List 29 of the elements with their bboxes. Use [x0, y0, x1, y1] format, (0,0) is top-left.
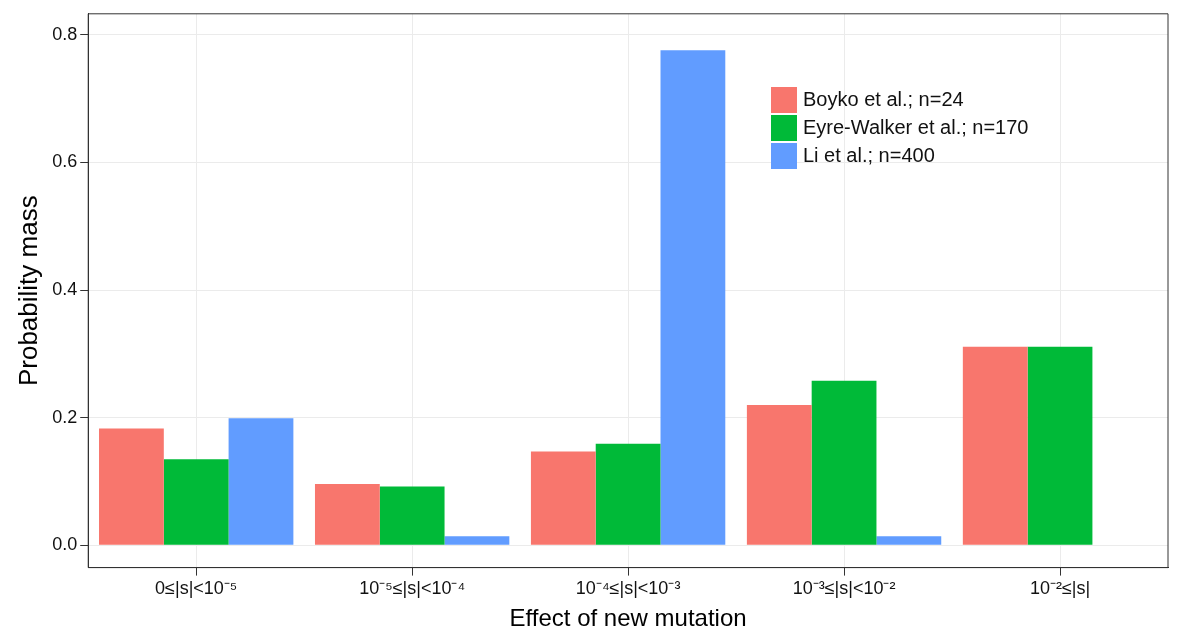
x-tick-label: 0≤|s|<10⁻⁵: [155, 578, 238, 599]
bar: [962, 346, 1028, 545]
y-axis-title: Probability mass: [12, 195, 43, 387]
x-tick-label: 10⁻³≤|s|<10⁻²: [792, 578, 896, 599]
bar: [99, 428, 164, 545]
y-tick-label: 0.8: [52, 23, 78, 44]
bar: [163, 459, 229, 545]
bar: [530, 451, 596, 545]
y-tick-label: 0.6: [52, 151, 78, 172]
bar: [1027, 346, 1093, 545]
bar: [314, 484, 380, 545]
legend-label: Boyko et al.; n=24: [803, 88, 964, 112]
legend-label: Eyre-Walker et al.; n=170: [803, 116, 1029, 140]
bar: [595, 443, 661, 545]
y-tick-label: 0.2: [52, 406, 78, 427]
bar: [379, 486, 445, 545]
y-tick-label: 0.0: [52, 534, 78, 555]
x-tick-label: 10⁻⁵≤|s|<10⁻⁴: [359, 578, 466, 599]
bar: [660, 50, 726, 545]
bar: [876, 536, 942, 545]
bar: [228, 418, 294, 545]
y-tick-label: 0.4: [52, 279, 78, 300]
x-tick-label: 10⁻²≤|s|: [1029, 578, 1091, 599]
x-axis-title: Effect of new mutation: [509, 604, 747, 632]
legend-label: Li et al.; n=400: [803, 144, 935, 168]
bar: [444, 536, 510, 545]
bar: [811, 380, 877, 545]
bar: [746, 404, 812, 545]
x-tick-label: 10⁻⁴≤|s|<10⁻³: [575, 578, 681, 599]
